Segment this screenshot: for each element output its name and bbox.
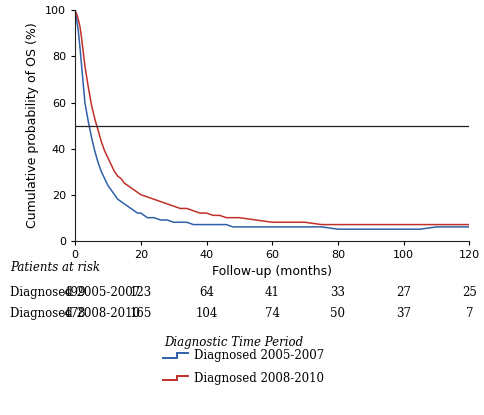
X-axis label: Follow-up (months): Follow-up (months) <box>212 265 332 278</box>
Text: 33: 33 <box>331 286 346 299</box>
Text: 50: 50 <box>331 307 346 320</box>
Text: 123: 123 <box>130 286 152 299</box>
Text: 64: 64 <box>199 286 214 299</box>
Text: 478: 478 <box>64 307 86 320</box>
Text: 7: 7 <box>466 307 473 320</box>
Text: 27: 27 <box>396 286 411 299</box>
Text: 41: 41 <box>265 286 280 299</box>
Y-axis label: Cumulative probability of OS (%): Cumulative probability of OS (%) <box>27 23 39 228</box>
Text: 104: 104 <box>196 307 218 320</box>
Text: Diagnostic Time Period: Diagnostic Time Period <box>165 336 303 349</box>
Text: 74: 74 <box>265 307 280 320</box>
Text: 37: 37 <box>396 307 411 320</box>
Text: Diagnosed 2005-2007: Diagnosed 2005-2007 <box>194 349 324 362</box>
Text: 165: 165 <box>130 307 152 320</box>
Text: 25: 25 <box>462 286 477 299</box>
Text: Diagnosed 2008-2010: Diagnosed 2008-2010 <box>194 371 324 385</box>
Text: Diagnosed 2005-2007: Diagnosed 2005-2007 <box>10 286 140 299</box>
Text: 499: 499 <box>64 286 86 299</box>
Text: Diagnosed 2008-2010: Diagnosed 2008-2010 <box>10 307 140 320</box>
Text: Patients at risk: Patients at risk <box>10 261 100 274</box>
